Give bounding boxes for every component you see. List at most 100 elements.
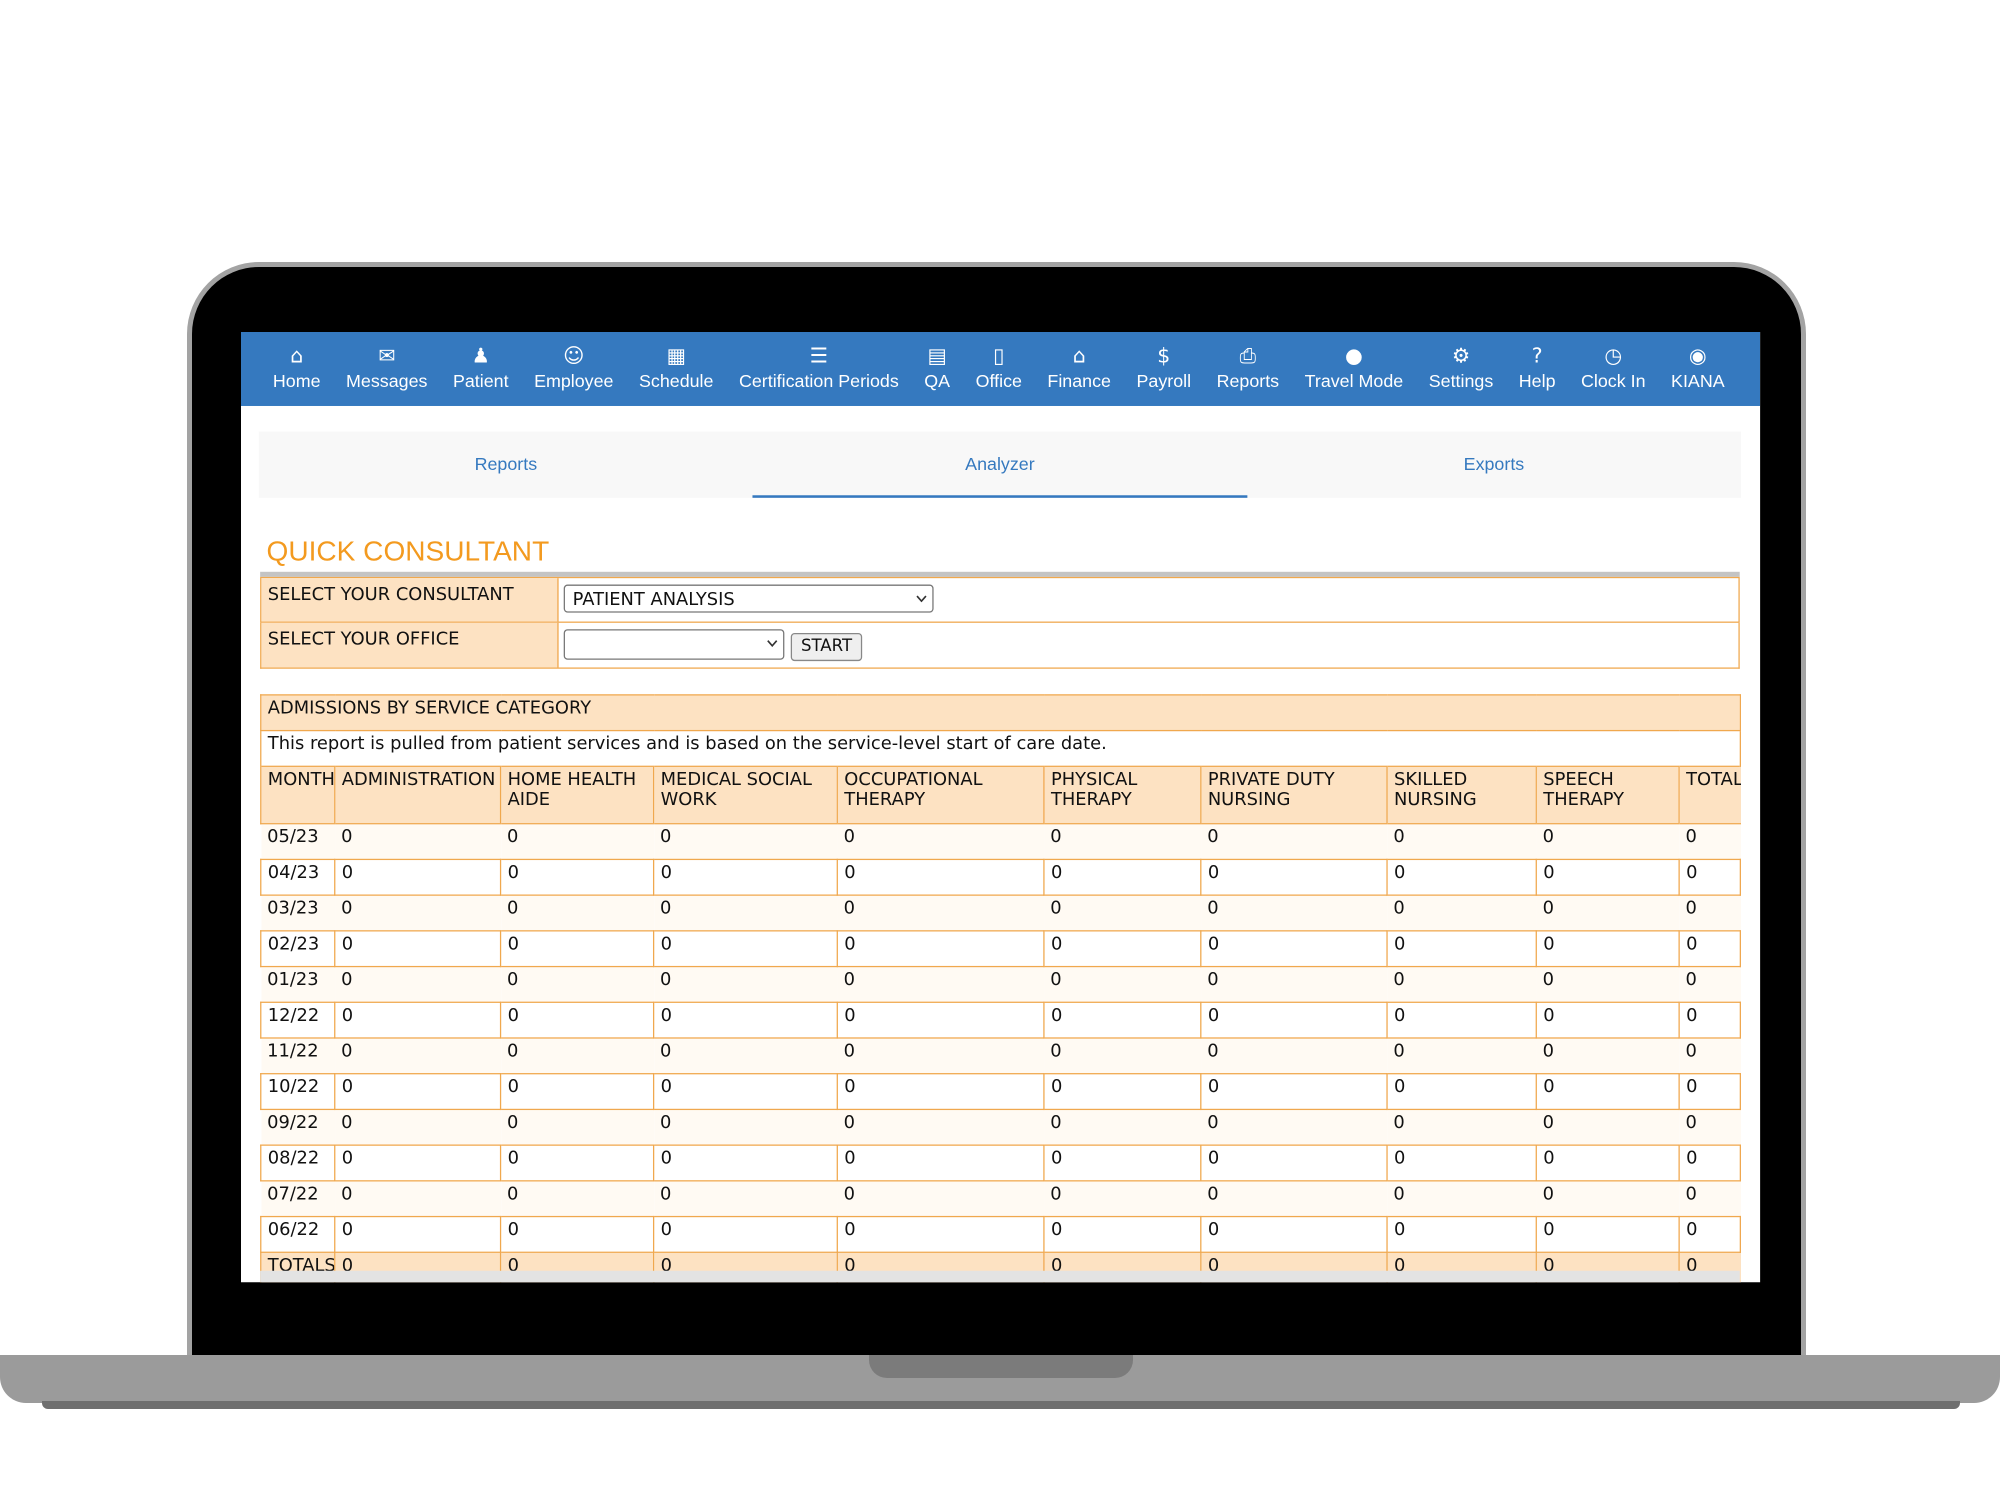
nav-item[interactable]: ▦ Schedule [626, 332, 726, 406]
nav-item[interactable]: ▯ Office [963, 332, 1035, 406]
value-cell: 0 [1043, 1180, 1201, 1217]
column-header: PRIVATE DUTY NURSING [1200, 765, 1388, 825]
value-cell: 0 [653, 1109, 838, 1146]
value-cell: 0 [1387, 895, 1537, 931]
value-cell: 0 [1535, 1215, 1680, 1253]
value-cell: 0 [653, 1180, 838, 1217]
value-cell: 0 [1535, 1001, 1680, 1039]
month-cell: 06/22 [260, 1215, 336, 1253]
value-cell: 0 [1386, 930, 1537, 968]
value-cell: 0 [836, 1073, 1045, 1111]
consultant-select[interactable]: PATIENT ANALYSIS [563, 584, 934, 613]
nav-item[interactable]: ♟ Patient [440, 332, 521, 406]
data-row: 03/23 0 0 0 0 0 0 0 0 0 [260, 895, 1741, 931]
nav-label: Help [1518, 370, 1556, 391]
value-cell: 0 [334, 1144, 502, 1182]
value-cell: 0 [334, 823, 501, 860]
data-row: 12/22 0 0 0 0 0 0 0 0 0 [260, 1001, 1741, 1039]
value-cell: 0 [1043, 895, 1201, 931]
tab[interactable]: Exports [1463, 453, 1525, 474]
month-cell: 02/23 [260, 930, 336, 968]
value-cell: 0 [1387, 966, 1537, 1003]
nav-item[interactable]: ⎙ Reports [1204, 332, 1292, 406]
nav-item[interactable]: ⌂ Home [260, 332, 333, 406]
value-cell: 0 [1200, 1144, 1388, 1182]
nav-label: Messages [346, 370, 428, 391]
nav-item[interactable]: ☰ Certification Periods [726, 332, 911, 406]
form-field: PATIENT ANALYSIS [559, 578, 939, 621]
nav-item[interactable]: $ Payroll [1124, 332, 1204, 406]
chevron [767, 640, 778, 648]
value-cell: 0 [1387, 823, 1537, 860]
month-cell: 01/23 [260, 966, 335, 1003]
value-cell: 0 [1678, 858, 1741, 896]
nav-label: Employee [534, 370, 614, 391]
month-cell: 08/22 [260, 1144, 336, 1182]
nav-bar: ⌂ Home ✉ Messages ♟ Patient ☺ Employee ▦ Schedule… [241, 332, 1761, 406]
value-cell: 0 [1678, 1073, 1741, 1111]
value-cell: 0 [1387, 1180, 1537, 1217]
tab-bar: Reports Analyzer Exports [258, 431, 1741, 498]
screen: ⌂ Home ✉ Messages ♟ Patient ☺ Employee ▦ Schedule… [241, 332, 1761, 1283]
value-cell: 0 [1043, 1215, 1202, 1253]
chevron [916, 595, 927, 603]
value-cell: 0 [653, 823, 838, 860]
month-cell: 04/23 [260, 858, 336, 896]
nav-item[interactable]: ⌂ Finance [1035, 332, 1124, 406]
value-cell: 0 [1386, 1215, 1537, 1253]
nav-item[interactable]: ● Travel Mode [1292, 332, 1416, 406]
office-select[interactable] [563, 629, 785, 660]
value-cell: 0 [499, 930, 655, 968]
nav-item[interactable]: ? Help [1506, 332, 1568, 406]
column-header: MEDICAL SOCIAL WORK [652, 765, 838, 825]
page-title: QUICK CONSULTANT [266, 534, 550, 567]
value-cell: 0 [1043, 858, 1202, 896]
data-row: 11/22 0 0 0 0 0 0 0 0 0 [260, 1037, 1741, 1074]
form-field: START [559, 623, 868, 668]
nav-icon: ☰ [809, 343, 829, 368]
column-header: ADMINISTRATION [334, 765, 501, 825]
value-cell: 0 [334, 858, 502, 896]
value-cell: 0 [1200, 858, 1388, 896]
consultant-form: SELECT YOUR CONSULTANT PATIENT ANALYSIS … [260, 571, 1740, 669]
month-cell: 11/22 [260, 1037, 335, 1074]
value-cell: 0 [1200, 823, 1388, 860]
tab[interactable]: Analyzer [752, 431, 1247, 498]
nav-icon: ⌂ [290, 343, 304, 368]
nav-item[interactable]: ◷ Clock In [1568, 332, 1658, 406]
data-row: 07/22 0 0 0 0 0 0 0 0 0 [260, 1180, 1741, 1217]
nav-icon: ⎙ [1239, 343, 1257, 368]
form-row: SELECT YOUR OFFICE START [260, 622, 1740, 669]
nav-item[interactable]: ✉ Messages [333, 332, 440, 406]
nav-label: Schedule [638, 370, 714, 391]
value-cell: 0 [1679, 966, 1741, 1003]
value-cell: 0 [837, 895, 1044, 931]
value-cell: 0 [1679, 895, 1741, 931]
nav-item[interactable]: ☺ Employee [521, 332, 626, 406]
nav-item[interactable]: ◉ KIANA [1658, 332, 1737, 406]
start-button[interactable]: START [790, 633, 863, 662]
value-cell: 0 [499, 858, 655, 896]
value-cell: 0 [334, 1180, 501, 1217]
value-cell: 0 [1678, 1215, 1741, 1253]
value-cell: 0 [334, 1037, 501, 1074]
value-cell: 0 [836, 858, 1045, 896]
value-cell: 0 [836, 1144, 1045, 1182]
nav-label: Certification Periods [738, 370, 899, 391]
value-cell: 0 [1200, 1073, 1388, 1111]
data-row: 08/22 0 0 0 0 0 0 0 0 0 [260, 1144, 1741, 1182]
value-cell: 0 [652, 1215, 838, 1253]
value-cell: 0 [1678, 1144, 1741, 1182]
nav-item[interactable]: ⚙ Settings [1416, 332, 1506, 406]
data-row: 06/22 0 0 0 0 0 0 0 0 0 [260, 1215, 1741, 1253]
nav-item[interactable]: ▤ QA [912, 332, 963, 406]
data-row: 09/22 0 0 0 0 0 0 0 0 0 [260, 1109, 1741, 1146]
column-header: OCCUPATIONAL THERAPY [836, 765, 1044, 825]
nav-label: Payroll [1136, 370, 1192, 391]
value-cell: 0 [652, 1144, 838, 1182]
column-header: HOME HEALTH AIDE [499, 765, 654, 825]
data-row: 05/23 0 0 0 0 0 0 0 0 0 [260, 823, 1741, 860]
value-cell: 0 [334, 1215, 502, 1253]
value-cell: 0 [500, 1037, 654, 1074]
tab[interactable]: Reports [474, 453, 538, 474]
